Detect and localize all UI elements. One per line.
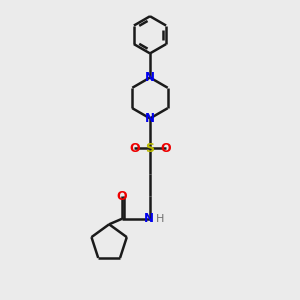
Text: N: N [144,212,154,225]
Text: O: O [160,142,171,154]
Text: O: O [117,190,128,203]
Text: O: O [129,142,140,154]
Text: N: N [145,71,155,84]
Text: S: S [146,142,154,154]
Text: H: H [156,214,164,224]
Text: N: N [145,112,155,125]
